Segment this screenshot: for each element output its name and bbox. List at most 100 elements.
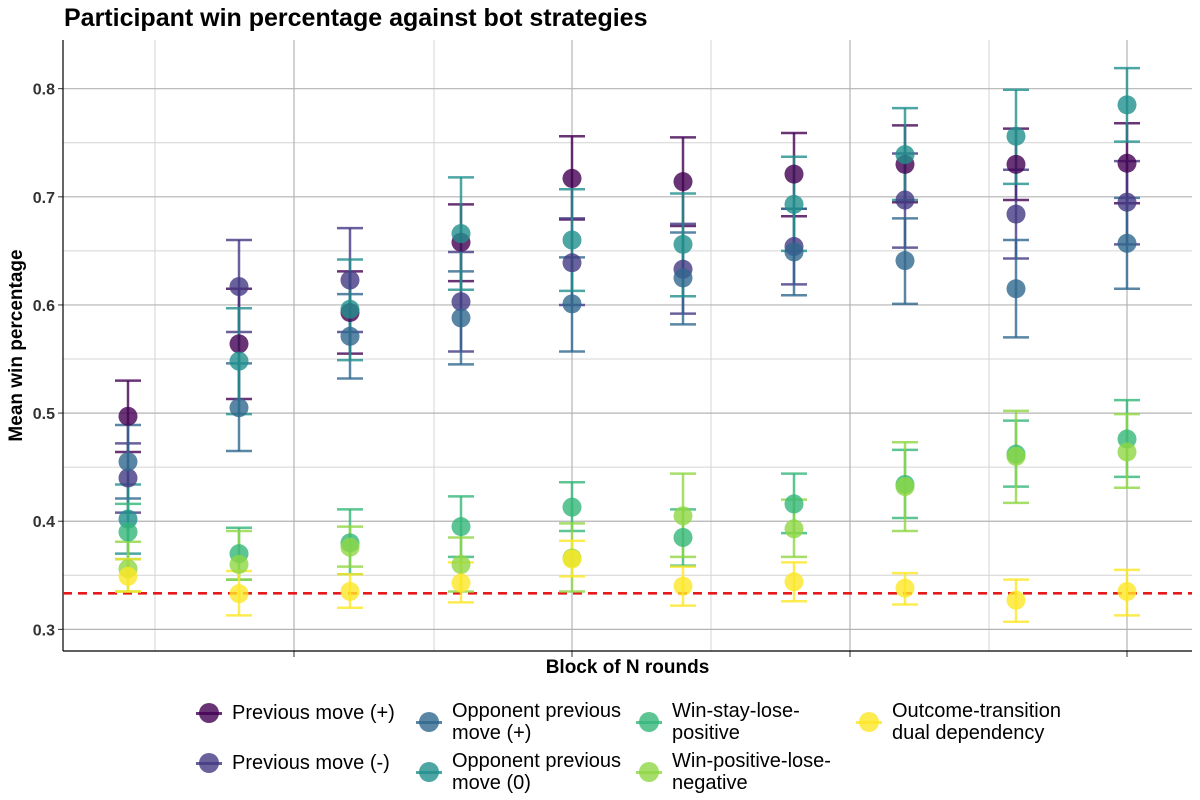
data-point (784, 164, 804, 184)
data-point (562, 549, 582, 569)
data-point (229, 398, 249, 418)
data-point (451, 573, 471, 593)
data-point (451, 517, 471, 537)
legend-item: Outcome-transition dual dependency (856, 700, 1061, 744)
series-2 (115, 152, 1140, 514)
legend-label: Outcome-transition dual dependency (892, 700, 1061, 744)
chart-plot: 0.3 0.4 0.5 0.6 0.7 0.8 Block of N rounds Mea… (6, 40, 1192, 678)
data-point (1006, 446, 1026, 466)
data-point (229, 277, 249, 297)
y-tick-label: 0.4 (33, 514, 55, 531)
data-point (1006, 154, 1026, 174)
legend-item: Previous move (+) (196, 700, 395, 726)
data-point (1006, 126, 1026, 146)
legend-label: Opponent previous move (0) (452, 750, 622, 794)
data-point (562, 294, 582, 314)
y-tick-label: 0.8 (33, 82, 55, 99)
series-points-3 (118, 233, 1137, 472)
data-marks (115, 66, 1140, 624)
grid-minor (63, 40, 1192, 651)
data-point (784, 494, 804, 514)
data-point (229, 584, 249, 604)
data-point (895, 578, 915, 598)
y-tick-label: 0.7 (33, 190, 55, 207)
data-point (673, 234, 693, 254)
legend-item: Previous move (-) (196, 750, 390, 776)
x-axis-title: Block of N rounds (546, 657, 710, 678)
data-point (562, 168, 582, 188)
data-point (673, 527, 693, 547)
legend-swatch (196, 700, 222, 726)
data-point (118, 452, 138, 472)
data-point (118, 566, 138, 586)
legend-item: Win-positive-lose- negative (636, 750, 831, 794)
legend-swatch (636, 759, 662, 785)
data-point (451, 224, 471, 244)
data-point (1117, 192, 1137, 212)
series-points-6 (118, 442, 1137, 579)
legend-item: Opponent previous move (0) (416, 750, 621, 794)
data-point (229, 351, 249, 371)
data-point (340, 582, 360, 602)
data-point (451, 308, 471, 328)
legend-swatch (416, 759, 442, 785)
legend: Previous move (+) Previous move (-) Oppone… (196, 700, 1156, 796)
grid-major (63, 40, 1192, 651)
data-point (1117, 442, 1137, 462)
legend-label: Previous move (+) (232, 702, 395, 724)
series-points-7 (118, 549, 1137, 610)
data-point (562, 497, 582, 517)
legend-swatch (856, 709, 882, 735)
data-point (1117, 153, 1137, 173)
series-1 (115, 122, 1140, 454)
series-6 (115, 409, 1140, 593)
data-point (895, 145, 915, 165)
data-point (784, 194, 804, 214)
data-point (895, 477, 915, 497)
data-point (562, 230, 582, 250)
data-point (229, 554, 249, 574)
series-5 (115, 398, 1140, 581)
data-point (673, 172, 693, 192)
data-point (895, 190, 915, 210)
legend-swatch (196, 750, 222, 776)
data-point (1006, 204, 1026, 224)
legend-swatch (636, 709, 662, 735)
y-tick-label: 0.6 (33, 298, 55, 315)
data-point (673, 506, 693, 526)
series-3 (115, 196, 1140, 500)
series-7 (115, 539, 1140, 624)
data-point (784, 519, 804, 539)
legend-label: Previous move (-) (232, 752, 390, 774)
data-point (340, 270, 360, 290)
data-point (118, 406, 138, 426)
y-axis-title: Mean win percentage (6, 249, 27, 441)
data-point (1006, 590, 1026, 610)
series-4 (115, 66, 1140, 555)
series-points-4 (118, 95, 1137, 529)
legend-label: Win-stay-lose- positive (672, 700, 800, 744)
data-point (562, 253, 582, 273)
y-tick-label: 0.5 (33, 406, 55, 423)
legend-swatch (416, 709, 442, 735)
data-point (340, 299, 360, 319)
y-tick-label: 0.3 (33, 622, 55, 639)
data-point (673, 268, 693, 288)
data-point (118, 522, 138, 542)
legend-label: Opponent previous move (+) (452, 700, 622, 744)
data-point (229, 334, 249, 354)
data-point (1117, 233, 1137, 253)
data-point (784, 242, 804, 262)
series-points-2 (118, 190, 1137, 488)
data-point (1117, 95, 1137, 115)
data-point (1117, 582, 1137, 602)
data-point (451, 554, 471, 574)
legend-item: Win-stay-lose- positive (636, 700, 800, 744)
data-point (118, 468, 138, 488)
legend-label: Win-positive-lose- negative (672, 750, 831, 794)
legend-item: Opponent previous move (+) (416, 700, 621, 744)
data-point (673, 576, 693, 596)
data-point (340, 326, 360, 346)
axes: 0.3 0.4 0.5 0.6 0.7 0.8 (33, 40, 1192, 657)
chart-title: Participant win percentage against bot s… (64, 4, 648, 32)
